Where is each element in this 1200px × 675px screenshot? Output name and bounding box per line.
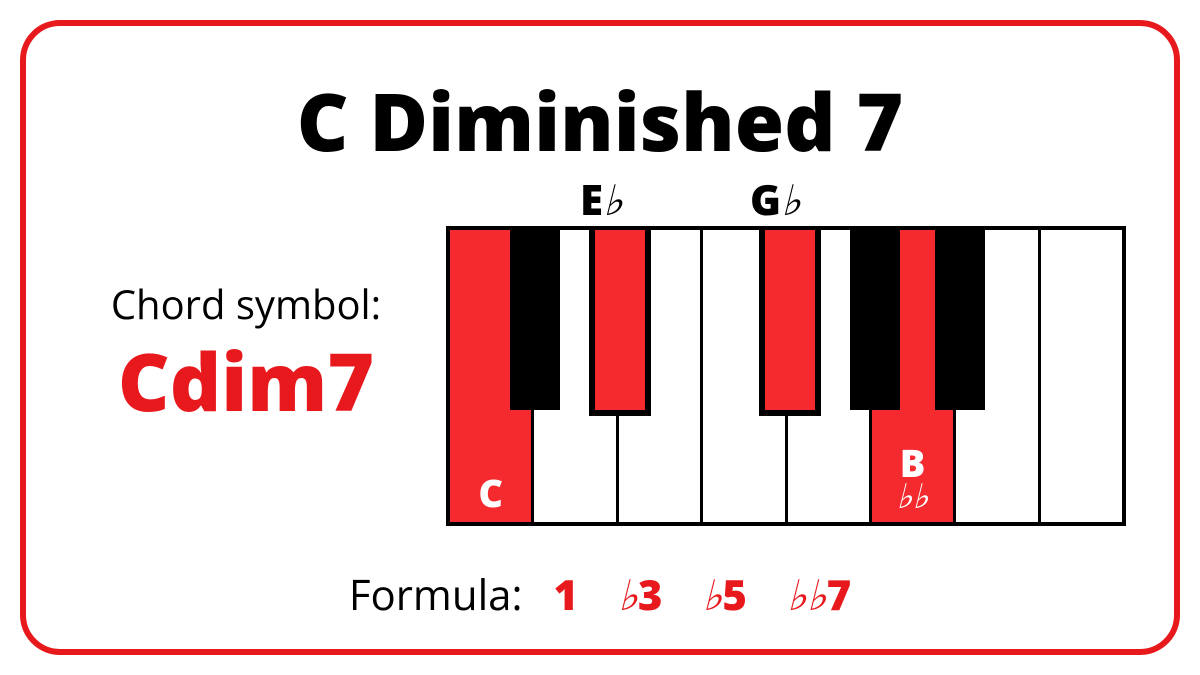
black-key-top-label: E♭ xyxy=(580,171,623,228)
black-key-1 xyxy=(595,230,645,410)
black-key-4 xyxy=(850,230,900,410)
chord-formula: Formula: 1♭3♭5♭♭7 xyxy=(26,566,1174,623)
chord-symbol-value: Cdim7 xyxy=(86,341,406,421)
black-key-3 xyxy=(765,230,815,410)
black-key-0 xyxy=(510,230,560,410)
chord-card: C Diminished 7 Chord symbol: Cdim7 E♭G♭ … xyxy=(20,20,1180,655)
formula-label: Formula: xyxy=(349,566,523,623)
chord-title: C Diminished 7 xyxy=(26,66,1174,175)
white-key-C2 xyxy=(1041,230,1122,522)
white-key-label: C xyxy=(450,474,531,512)
black-key-5 xyxy=(935,230,985,410)
formula-values: 1♭3♭5♭♭7 xyxy=(553,566,851,623)
chord-symbol-label: Chord symbol: xyxy=(86,276,406,331)
piano-keyboard: C B♭♭ xyxy=(446,226,1126,526)
black-key-top-label: G♭ xyxy=(750,171,801,228)
white-key-label: B♭♭ xyxy=(872,444,953,512)
black-key-labels: E♭G♭ xyxy=(446,171,1126,221)
chord-symbol-block: Chord symbol: Cdim7 xyxy=(86,276,406,421)
